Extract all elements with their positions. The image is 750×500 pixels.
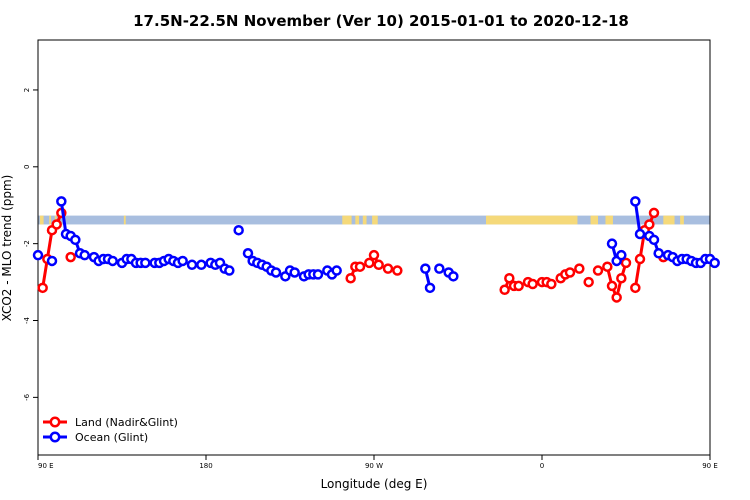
- y-tick-label: -4: [23, 316, 31, 324]
- data-point: [65, 251, 76, 263]
- land-segment: [590, 215, 598, 225]
- data-point: [56, 196, 67, 207]
- data-point: [448, 271, 459, 282]
- data-point: [630, 282, 641, 294]
- data-point: [79, 249, 90, 261]
- data-point: [592, 265, 604, 276]
- data-point: [345, 272, 356, 284]
- legend-ocean-marker: [49, 431, 61, 443]
- land-segment: [486, 215, 578, 225]
- data-point: [37, 282, 48, 294]
- land-segment: [605, 215, 613, 225]
- data-point: [289, 267, 300, 278]
- y-axis-title: XCO2 - MLO trend (ppm): [0, 175, 14, 322]
- data-point: [611, 292, 622, 303]
- data-point: [630, 196, 641, 207]
- data-point: [51, 219, 62, 230]
- data-point: [373, 259, 384, 271]
- data-point: [602, 261, 613, 272]
- land-segment: [49, 215, 52, 225]
- x-axis-title: Longitude (deg E): [321, 477, 428, 491]
- x-tick-label: 90 E: [702, 462, 718, 470]
- data-point: [527, 278, 538, 290]
- data-point: [648, 207, 660, 219]
- y-tick-label: 0: [23, 165, 31, 169]
- data-point: [196, 259, 207, 271]
- land-segment: [362, 215, 367, 225]
- legend-ocean-label: Ocean (Glint): [75, 431, 148, 444]
- data-point: [644, 219, 655, 230]
- legend-land-label: Land (Nadir&Glint): [75, 416, 178, 429]
- data-point: [107, 255, 118, 267]
- data-point: [140, 257, 151, 269]
- land-segment: [342, 215, 352, 225]
- y-tick-label: -6: [23, 393, 31, 401]
- data-point: [420, 263, 431, 274]
- data-point: [32, 249, 44, 261]
- y-tick-label: -2: [23, 240, 31, 247]
- land-series: [37, 207, 669, 303]
- data-point: [354, 261, 366, 272]
- data-point: [368, 249, 380, 261]
- series-line: [633, 201, 642, 235]
- data-point: [564, 267, 576, 278]
- data-point: [616, 272, 627, 284]
- x-tick-label: 0: [540, 462, 544, 470]
- data-point: [616, 249, 627, 261]
- data-point: [382, 263, 394, 274]
- data-point: [648, 234, 660, 246]
- data-point: [424, 282, 436, 294]
- data-point: [242, 248, 254, 259]
- land-segment: [663, 215, 675, 225]
- data-point: [331, 265, 342, 276]
- land-segment: [123, 215, 126, 225]
- data-point: [499, 284, 510, 296]
- x-tick-label: 180: [199, 462, 212, 470]
- land-ocean-strip: [38, 215, 710, 225]
- x-tick-label: 90 W: [365, 462, 383, 470]
- y-axis: 2 0 -2 -4 -6: [23, 88, 38, 401]
- land-segment: [39, 215, 44, 225]
- data-point: [606, 238, 618, 249]
- data-point: [70, 234, 81, 246]
- data-point: [364, 257, 375, 269]
- data-point: [606, 280, 618, 292]
- land-segment: [372, 215, 378, 225]
- data-point: [46, 255, 58, 267]
- land-segment: [355, 215, 360, 225]
- data-point: [634, 253, 646, 265]
- y-tick-label: 2: [23, 88, 31, 92]
- data-point: [574, 263, 585, 274]
- legend: Land (Nadir&Glint) Ocean (Glint): [43, 416, 178, 444]
- ocean-series: [32, 196, 720, 294]
- data-point: [583, 276, 594, 288]
- data-point: [392, 265, 403, 276]
- legend-land-marker: [49, 416, 61, 428]
- data-point: [653, 248, 664, 259]
- data-point: [177, 255, 188, 267]
- data-point: [513, 280, 524, 292]
- data-point: [434, 263, 445, 274]
- data-point: [620, 257, 632, 269]
- data-point: [312, 269, 324, 280]
- series-layer: [32, 196, 720, 303]
- data-point: [233, 224, 244, 236]
- data-point: [224, 265, 235, 276]
- chart-title: 17.5N-22.5N November (Ver 10) 2015-01-01…: [133, 12, 629, 30]
- land-segment: [680, 215, 684, 225]
- data-point: [709, 257, 720, 269]
- data-point: [504, 272, 515, 284]
- data-point: [270, 267, 282, 278]
- data-point: [634, 228, 646, 240]
- data-point: [546, 278, 557, 290]
- x-tick-label: 90 E: [38, 462, 54, 470]
- data-point: [186, 259, 198, 271]
